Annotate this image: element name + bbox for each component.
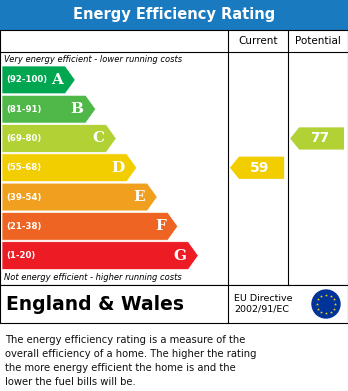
Polygon shape	[2, 95, 96, 123]
Text: Very energy efficient - lower running costs: Very energy efficient - lower running co…	[4, 54, 182, 63]
Text: The energy efficiency rating is a measure of the
overall efficiency of a home. T: The energy efficiency rating is a measur…	[5, 335, 256, 387]
Text: Potential: Potential	[295, 36, 341, 46]
Circle shape	[312, 290, 340, 318]
Text: 59: 59	[250, 161, 270, 175]
Text: (69-80): (69-80)	[6, 134, 41, 143]
Text: (39-54): (39-54)	[6, 192, 41, 201]
Bar	[0, 285, 348, 323]
Polygon shape	[230, 157, 284, 179]
Text: 77: 77	[310, 131, 330, 145]
Text: A: A	[52, 73, 63, 87]
Polygon shape	[2, 66, 75, 94]
Polygon shape	[290, 127, 344, 150]
Bar	[0, 0, 348, 30]
Text: Not energy efficient - higher running costs: Not energy efficient - higher running co…	[4, 273, 182, 283]
Polygon shape	[2, 154, 137, 182]
Text: (55-68): (55-68)	[6, 163, 41, 172]
Text: Current: Current	[238, 36, 278, 46]
Text: (92-100): (92-100)	[6, 75, 47, 84]
Text: E: E	[134, 190, 145, 204]
Text: D: D	[111, 161, 125, 175]
Text: England & Wales: England & Wales	[6, 294, 184, 314]
Text: (81-91): (81-91)	[6, 105, 41, 114]
Text: (21-38): (21-38)	[6, 222, 41, 231]
Text: F: F	[155, 219, 166, 233]
Text: B: B	[71, 102, 84, 116]
Text: Energy Efficiency Rating: Energy Efficiency Rating	[73, 7, 275, 23]
Polygon shape	[2, 242, 198, 269]
Text: EU Directive
2002/91/EC: EU Directive 2002/91/EC	[234, 294, 292, 314]
Text: C: C	[92, 131, 104, 145]
Polygon shape	[2, 212, 178, 240]
Text: (1-20): (1-20)	[6, 251, 35, 260]
Polygon shape	[2, 125, 116, 152]
Text: G: G	[173, 249, 186, 263]
Bar	[0, 30, 348, 285]
Polygon shape	[2, 183, 157, 211]
